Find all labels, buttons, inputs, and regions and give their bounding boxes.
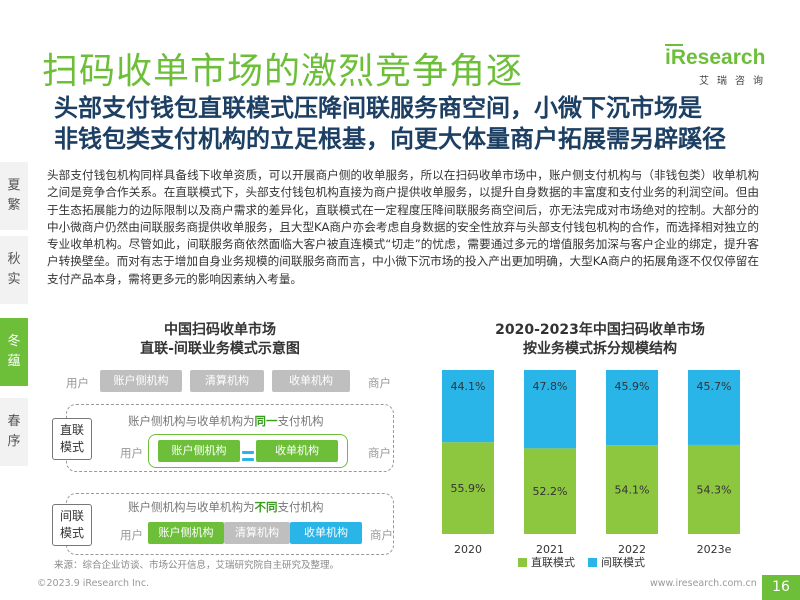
season-char: 冬: [7, 334, 21, 349]
season-tab-spring[interactable]: 春 序: [0, 398, 28, 466]
iresearch-logo: iResearch 艾瑞咨询: [665, 44, 765, 90]
subtitle-line: 头部支付钱包直联模式压降间联服务商空间，小微下沉市场是: [54, 94, 702, 122]
subtitle-line: 非钱包类支付机构的立足根基，向更大体量商户拓展需另辟蹊径: [54, 125, 726, 153]
season-char: 秋: [7, 252, 21, 267]
season-char: 繁: [7, 198, 21, 213]
season-char: 夏: [7, 178, 21, 193]
chart-title-line: 按业务模式拆分规模结构: [523, 341, 677, 357]
link-icon: [242, 446, 254, 461]
copyright: ©2023.9 iResearch Inc.: [37, 578, 150, 589]
account-side-box: 账户侧机构: [148, 522, 224, 544]
bar-indirect-2020: [442, 370, 494, 443]
bar-direct-2020: [442, 442, 494, 534]
bar-indirect-2023e: [688, 370, 740, 445]
caption-text: 账户侧机构与收单机构为: [128, 500, 255, 514]
season-char: 春: [7, 414, 21, 429]
caption-highlight: 同一: [254, 414, 278, 428]
legend-label: 直联模式: [531, 555, 575, 569]
data-label-direct: 52.2%: [533, 485, 568, 498]
page-title: 扫码收单市场的激烈竞争角逐: [42, 51, 524, 92]
caption-text: 账户侧机构与收单机构为: [128, 414, 255, 428]
caption-highlight: 不同: [254, 500, 278, 514]
caption-text: 支付机构: [277, 414, 324, 428]
direct-mode-label: 直联 模式: [52, 418, 92, 460]
indirect-caption: 账户侧机构与收单机构为不同支付机构: [128, 499, 324, 515]
source-note: 来源：综合企业访谈、市场公开信息，艾瑞研究院自主研究及整理。: [54, 560, 340, 571]
clearing-box: 清算机构: [190, 370, 264, 392]
page-number: 16: [762, 575, 800, 600]
page-subtitle: 头部支付钱包直联模式压降间联服务商空间，小微下沉市场是 非钱包类支付机构的立足根…: [54, 93, 754, 155]
season-char: 实: [7, 272, 21, 287]
data-label-direct: 54.1%: [615, 484, 650, 497]
stacked-bar-chart: 44.1% 55.9% 2020 47.8% 52.2% 2021 45.9% 54.1% 20…: [442, 370, 740, 569]
acquirer-box: 收单机构: [256, 440, 338, 462]
mode-label-line: 间联: [59, 509, 84, 523]
season-tab-winter[interactable]: 冬 蕴: [0, 318, 28, 386]
data-label-indirect: 47.8%: [533, 380, 568, 393]
bar-direct-2021: [524, 448, 576, 534]
merchant-label: 商户: [370, 528, 393, 542]
merchant-label: 商户: [368, 376, 391, 390]
bar-indirect-2021: [524, 370, 576, 449]
user-label: 用户: [120, 528, 143, 542]
direct-caption: 账户侧机构与收单机构为同一支付机构: [128, 413, 324, 429]
season-char: 蕴: [7, 354, 21, 369]
acquirer-box: 收单机构: [272, 370, 350, 392]
chart-title: 2020-2023年中国扫码收单市场 按业务模式拆分规模结构: [440, 321, 760, 359]
diagram-title-line: 中国扫码收单市场: [164, 322, 276, 338]
bar-direct-2023e: [688, 444, 740, 534]
merchant-label: 商户: [368, 446, 391, 460]
logo-text: iResearch: [665, 46, 766, 69]
legend-swatch: [518, 558, 527, 567]
legend-swatch: [588, 558, 597, 567]
mode-label-line: 直联: [59, 423, 84, 437]
diagram-title: 中国扫码收单市场 直联-间联业务模式示意图: [90, 321, 350, 359]
x-tick-label: 2020: [454, 543, 482, 556]
bar-indirect-2022: [606, 370, 658, 446]
data-label-indirect: 45.9%: [615, 380, 650, 393]
data-label-direct: 54.3%: [697, 483, 732, 496]
season-tab-autumn[interactable]: 秋 实: [0, 236, 28, 304]
season-tab-summer[interactable]: 夏 繁: [0, 162, 28, 230]
mode-label-line: 模式: [59, 526, 84, 540]
body-paragraph: 头部支付钱包机构同样具备线下收单资质，可以开展商户侧的收单服务，所以在扫码收单市…: [47, 168, 759, 286]
account-side-box: 账户侧机构: [100, 370, 182, 392]
bar-direct-2022: [606, 445, 658, 534]
logo-accent-bar: [665, 44, 683, 46]
diagram-title-line: 直联-间联业务模式示意图: [140, 341, 300, 357]
chart-title-line: 2020-2023年中国扫码收单市场: [495, 322, 705, 338]
x-tick-label: 2022: [618, 543, 646, 556]
caption-text: 支付机构: [277, 500, 324, 514]
legend-label: 间联模式: [601, 556, 645, 569]
x-tick-label: 2021: [536, 543, 564, 556]
account-side-box: 账户侧机构: [158, 440, 240, 462]
user-label: 用户: [66, 376, 89, 390]
data-label-direct: 55.9%: [451, 482, 486, 495]
website-link[interactable]: www.iresearch.com.cn: [650, 578, 757, 589]
acquirer-box: 收单机构: [290, 522, 362, 544]
same-institution-frame: [148, 434, 348, 468]
user-label: 用户: [120, 446, 143, 460]
data-label-indirect: 45.7%: [697, 380, 732, 393]
season-char: 序: [7, 434, 21, 449]
logo-subtext: 艾瑞咨询: [699, 76, 771, 87]
x-tick-label: 2023e: [697, 543, 732, 556]
indirect-mode-label: 间联 模式: [52, 504, 92, 546]
clearing-box: 清算机构: [224, 522, 290, 544]
mode-label-line: 模式: [59, 440, 84, 454]
data-label-indirect: 44.1%: [451, 380, 486, 393]
